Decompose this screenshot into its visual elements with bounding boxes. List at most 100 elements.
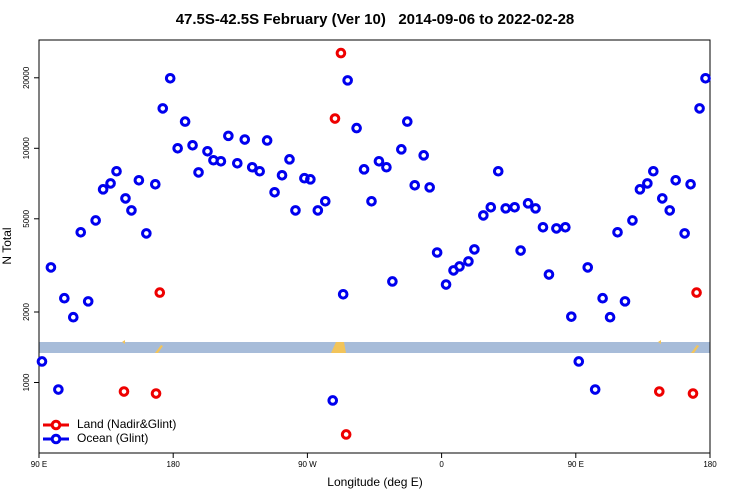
- point: [685, 178, 696, 190]
- point: [45, 262, 57, 273]
- point: [59, 292, 70, 304]
- point: [329, 113, 341, 124]
- point: [485, 201, 497, 213]
- point: [492, 165, 504, 177]
- point: [126, 205, 137, 216]
- point: [187, 139, 198, 151]
- point: [396, 144, 407, 155]
- x-tick-label: 180: [703, 460, 717, 469]
- point: [141, 228, 152, 239]
- point: [269, 186, 280, 198]
- point: [656, 193, 668, 204]
- point: [261, 135, 273, 146]
- point: [164, 73, 176, 84]
- point: [387, 276, 398, 287]
- point: [463, 256, 474, 267]
- point: [342, 75, 353, 86]
- point: [133, 175, 145, 186]
- x-tick-label: 90 E: [31, 460, 47, 469]
- point: [670, 175, 682, 186]
- legend-label: Land (Nadir&Glint): [77, 417, 176, 431]
- point: [664, 205, 676, 216]
- point: [82, 296, 94, 307]
- point: [373, 155, 385, 167]
- point: [642, 178, 653, 189]
- map-strip: [39, 340, 710, 353]
- point: [154, 287, 166, 298]
- point: [172, 142, 183, 154]
- point: [90, 215, 101, 226]
- point: [589, 384, 601, 395]
- x-tick-label: 90 W: [298, 460, 317, 469]
- point: [509, 201, 520, 213]
- point: [305, 174, 316, 185]
- point: [358, 164, 370, 175]
- point: [700, 73, 711, 84]
- y-tick-label: 10000: [22, 137, 31, 160]
- x-axis-label: Longitude (deg E): [327, 475, 422, 489]
- point: [537, 221, 549, 233]
- point: [312, 205, 324, 216]
- point: [469, 244, 480, 255]
- point: [36, 356, 48, 367]
- point: [654, 386, 665, 397]
- point: [560, 221, 571, 233]
- point: [612, 226, 623, 238]
- point: [634, 184, 646, 195]
- point: [157, 103, 169, 114]
- point: [67, 311, 79, 323]
- y-tick-label: 20000: [22, 66, 31, 89]
- point: [691, 287, 702, 298]
- point: [105, 178, 116, 189]
- point: [319, 195, 331, 207]
- point: [232, 157, 243, 169]
- chart-title: 47.5S-42.5S February (Ver 10) 2014-09-06…: [176, 11, 575, 28]
- point: [573, 356, 585, 367]
- plot-frame: [38, 39, 711, 454]
- point: [522, 198, 534, 209]
- point: [179, 116, 191, 127]
- point: [335, 47, 347, 59]
- legend-marker: [50, 433, 62, 445]
- point: [500, 203, 512, 214]
- point: [202, 145, 213, 157]
- point: [454, 261, 465, 272]
- y-tick-label: 2000: [22, 303, 31, 321]
- point: [440, 279, 452, 290]
- point: [246, 161, 258, 173]
- point: [694, 103, 705, 114]
- point: [543, 269, 555, 280]
- y-tick-label: 5000: [22, 209, 31, 227]
- point: [75, 226, 87, 238]
- point: [530, 203, 541, 214]
- point: [337, 289, 349, 300]
- point: [120, 193, 131, 204]
- point: [597, 292, 608, 304]
- point: [551, 223, 562, 234]
- point: [290, 205, 301, 216]
- point: [215, 155, 227, 167]
- point: [515, 245, 526, 256]
- x-tick-label: 0: [439, 460, 444, 469]
- point: [381, 161, 392, 173]
- point: [566, 311, 577, 322]
- point: [687, 388, 699, 399]
- legend-marker: [50, 419, 62, 431]
- point: [97, 184, 109, 195]
- point: [418, 150, 430, 161]
- point: [402, 116, 413, 127]
- point: [254, 165, 265, 177]
- point: [478, 210, 489, 221]
- point: [366, 195, 377, 207]
- point: [327, 395, 339, 406]
- x-tick-label: 90 E: [568, 460, 584, 469]
- point: [619, 296, 631, 307]
- legend-label: Ocean (Glint): [77, 431, 148, 445]
- y-axis-label: N Total: [0, 227, 14, 264]
- x-tick-label: 180: [167, 460, 181, 469]
- point: [431, 247, 443, 258]
- point: [679, 228, 690, 239]
- point: [351, 122, 362, 134]
- point: [150, 178, 161, 190]
- point: [340, 429, 352, 440]
